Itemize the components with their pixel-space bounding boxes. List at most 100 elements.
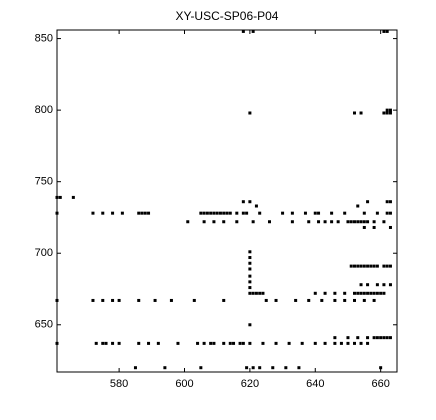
point xyxy=(313,291,317,295)
point xyxy=(228,341,232,345)
point xyxy=(379,291,383,295)
point xyxy=(382,111,386,115)
point xyxy=(117,298,121,302)
point xyxy=(212,211,216,215)
point xyxy=(323,291,327,295)
point xyxy=(375,283,379,287)
point xyxy=(238,341,242,345)
point xyxy=(55,298,59,302)
point xyxy=(385,108,389,112)
point xyxy=(356,291,360,295)
point xyxy=(111,211,115,215)
point xyxy=(313,341,317,345)
point xyxy=(388,111,392,115)
point xyxy=(248,341,252,345)
point xyxy=(359,264,363,268)
point xyxy=(222,298,226,302)
point xyxy=(366,200,370,204)
point xyxy=(281,211,285,215)
point xyxy=(353,291,356,295)
point xyxy=(176,341,180,345)
point xyxy=(111,341,115,345)
point xyxy=(274,341,278,345)
point xyxy=(359,111,363,115)
point xyxy=(346,336,350,340)
point xyxy=(258,291,262,295)
point xyxy=(218,211,222,215)
point xyxy=(163,366,167,370)
point xyxy=(366,220,370,224)
point xyxy=(101,341,105,345)
point xyxy=(248,267,252,271)
point xyxy=(382,283,386,287)
point xyxy=(137,341,141,345)
point xyxy=(55,341,59,345)
point xyxy=(388,200,392,204)
point xyxy=(353,298,356,302)
point xyxy=(156,341,160,345)
point xyxy=(205,211,209,215)
point xyxy=(71,195,75,199)
point xyxy=(307,220,311,224)
y-tick-label: 700 xyxy=(35,247,53,259)
point xyxy=(248,323,252,327)
point xyxy=(333,298,337,302)
point xyxy=(222,341,226,345)
axes-box xyxy=(56,29,398,373)
point xyxy=(202,211,206,215)
y-tick-label: 800 xyxy=(35,104,53,116)
point xyxy=(359,291,363,295)
point xyxy=(58,195,62,199)
y-tick-label: 650 xyxy=(35,319,53,331)
point xyxy=(241,341,245,345)
x-tick-label: 660 xyxy=(371,378,389,390)
point xyxy=(379,336,383,340)
point xyxy=(372,220,376,224)
point xyxy=(251,366,255,370)
point xyxy=(209,211,213,215)
point xyxy=(317,220,321,224)
point xyxy=(294,298,298,302)
point xyxy=(382,220,386,224)
point xyxy=(379,366,383,370)
point xyxy=(382,291,386,295)
point xyxy=(248,261,252,265)
point xyxy=(222,220,226,224)
point xyxy=(362,264,366,268)
point xyxy=(120,211,124,215)
point xyxy=(140,211,144,215)
x-tick-label: 580 xyxy=(110,378,128,390)
x-tick-label: 640 xyxy=(306,378,324,390)
point xyxy=(313,211,317,215)
point xyxy=(91,298,95,302)
point xyxy=(382,336,386,340)
point xyxy=(248,250,252,254)
point xyxy=(359,283,363,287)
point xyxy=(385,29,389,33)
point xyxy=(137,211,141,215)
point xyxy=(254,291,258,295)
point xyxy=(388,225,392,229)
point xyxy=(369,291,373,295)
point xyxy=(307,298,311,302)
point xyxy=(212,341,216,345)
point xyxy=(343,298,347,302)
point xyxy=(343,211,347,215)
point xyxy=(346,220,350,224)
point xyxy=(366,291,370,295)
point xyxy=(248,291,252,295)
point xyxy=(117,341,121,345)
point xyxy=(245,211,249,215)
point xyxy=(268,220,271,224)
point xyxy=(300,341,304,345)
point xyxy=(261,341,265,345)
chart-title: XY-USC-SP06-P04 xyxy=(176,9,279,23)
point xyxy=(215,211,219,215)
point xyxy=(55,211,59,215)
point xyxy=(323,341,327,345)
point xyxy=(202,341,206,345)
point xyxy=(375,264,379,268)
point xyxy=(248,274,252,278)
point xyxy=(104,341,108,345)
